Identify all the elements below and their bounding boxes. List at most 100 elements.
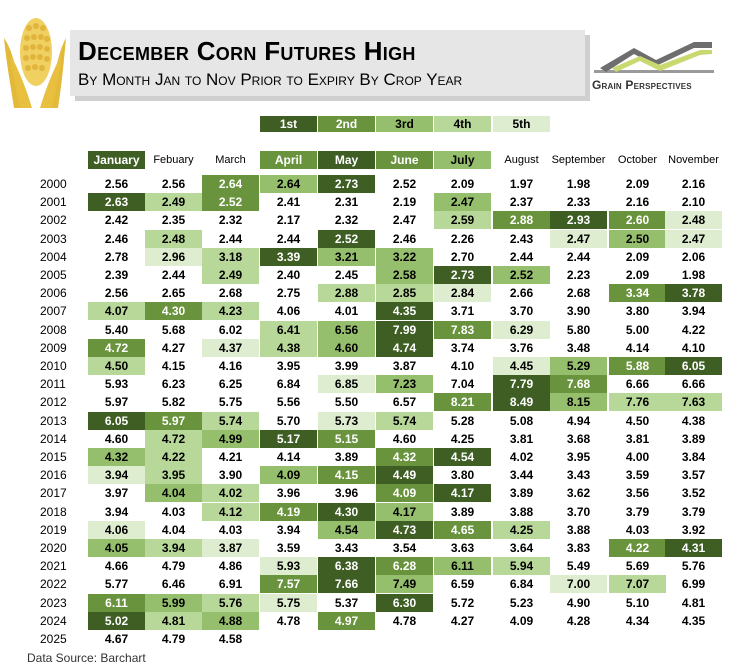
price-cell: 8.21 — [434, 393, 491, 412]
price-cell: 2.09 — [625, 177, 650, 191]
price-cell: 3.70 — [566, 504, 591, 519]
price-cell: 4.17 — [434, 484, 491, 503]
price-cell: 5.10 — [625, 595, 650, 610]
price-cell: 5.99 — [145, 593, 202, 612]
price-cell: 6.84 — [276, 377, 301, 392]
price-cell: 6.66 — [625, 377, 650, 392]
price-cell: 4.09 — [376, 484, 433, 503]
price-cell: 3.34 — [609, 284, 666, 303]
price-cell: 2.73 — [434, 266, 491, 284]
price-cell: 2.41 — [276, 195, 301, 210]
price-cell: 3.97 — [104, 486, 129, 501]
price-cell: 4.06 — [276, 304, 301, 319]
price-cell: 4.25 — [493, 520, 550, 539]
price-cell: 5.88 — [609, 357, 666, 375]
corn-logo-icon — [4, 18, 66, 108]
price-cell: 4.22 — [145, 448, 202, 466]
price-cell: 6.59 — [450, 577, 475, 592]
price-cell: 4.12 — [202, 502, 259, 521]
price-cell: 5.77 — [104, 577, 129, 592]
price-cell: 4.17 — [376, 502, 433, 521]
price-cell: 4.02 — [202, 484, 259, 503]
price-cell: 2.31 — [334, 195, 359, 210]
price-cell: 2.26 — [450, 231, 475, 246]
price-cell: 2.32 — [334, 213, 359, 228]
price-cell: 3.59 — [276, 541, 301, 555]
price-cell: 5.23 — [509, 595, 534, 610]
price-cell: 5.29 — [550, 357, 607, 375]
price-cell: 4.67 — [104, 632, 129, 646]
price-cell: 3.94 — [145, 539, 202, 557]
price-cell: 7.04 — [450, 377, 475, 392]
price-cell: 3.88 — [509, 504, 534, 519]
price-cell: 4.32 — [88, 448, 145, 466]
year-label: 2003 — [40, 231, 67, 246]
year-label: 2009 — [40, 340, 67, 355]
price-cell: 4.03 — [161, 504, 186, 519]
price-cell: 4.28 — [566, 613, 591, 628]
price-cell: 4.54 — [318, 520, 375, 539]
price-cell: 3.43 — [334, 541, 359, 555]
price-cell: 3.80 — [450, 468, 475, 483]
price-cell: 2.85 — [376, 284, 433, 303]
price-cell: 2.47 — [434, 193, 491, 212]
price-cell: 2.10 — [681, 195, 706, 210]
year-label: 2013 — [40, 413, 67, 428]
price-cell: 3.87 — [392, 359, 417, 373]
price-cell: 5.15 — [318, 429, 375, 448]
price-cell: 3.89 — [450, 504, 475, 519]
price-cell: 4.72 — [145, 429, 202, 448]
price-cell: 3.52 — [681, 486, 706, 501]
legend-rank-3: 3rd — [376, 116, 433, 132]
price-cell: 6.05 — [88, 411, 145, 430]
price-cell: 4.50 — [88, 357, 145, 375]
price-cell: 2.70 — [450, 249, 475, 264]
price-cell: 4.15 — [161, 359, 186, 373]
grain-perspectives-logo: Grain Perspectives — [590, 38, 718, 100]
chart-title: December Corn Futures High — [78, 36, 416, 66]
price-cell: 5.93 — [260, 557, 317, 576]
price-cell: 4.58 — [218, 632, 243, 646]
price-cell: 4.54 — [434, 448, 491, 466]
price-cell: 2.73 — [318, 175, 375, 193]
price-cell: 5.74 — [376, 411, 433, 430]
price-cell: 2.88 — [493, 211, 550, 230]
price-cell: 3.94 — [88, 466, 145, 485]
price-cell: 8.49 — [493, 393, 550, 412]
data-source: Data Source: Barchart — [27, 651, 146, 665]
year-label: 2012 — [40, 395, 67, 410]
price-cell: 6.05 — [665, 357, 722, 375]
price-cell: 2.42 — [104, 213, 129, 228]
month-header: July — [434, 151, 491, 169]
price-cell: 3.71 — [450, 304, 475, 319]
price-cell: 4.03 — [625, 522, 650, 537]
price-cell: 2.48 — [145, 229, 202, 248]
month-header: April — [260, 151, 317, 169]
price-cell: 6.85 — [318, 375, 375, 394]
price-cell: 3.62 — [566, 486, 591, 501]
price-cell: 7.23 — [376, 375, 433, 394]
price-cell: 4.60 — [104, 431, 129, 446]
price-cell: 7.79 — [493, 375, 550, 394]
year-label: 2025 — [40, 632, 67, 646]
price-cell: 4.45 — [493, 357, 550, 375]
price-cell: 2.33 — [566, 195, 591, 210]
price-cell: 4.03 — [218, 522, 243, 537]
price-cell: 4.05 — [88, 539, 145, 557]
price-cell: 4.04 — [145, 484, 202, 503]
price-cell: 4.27 — [450, 613, 475, 628]
price-cell: 5.97 — [104, 395, 129, 410]
year-label: 2008 — [40, 322, 67, 337]
price-cell: 2.19 — [392, 195, 417, 210]
price-cell: 7.68 — [550, 375, 607, 394]
price-cell: 4.25 — [450, 431, 475, 446]
price-cell: 5.73 — [318, 411, 375, 430]
price-cell: 1.98 — [566, 177, 591, 191]
price-cell: 6.29 — [493, 320, 550, 339]
price-cell: 4.38 — [260, 338, 317, 357]
price-cell: 2.37 — [509, 195, 534, 210]
price-cell: 2.40 — [276, 268, 301, 282]
month-header: June — [376, 151, 433, 169]
price-cell: 2.47 — [550, 229, 607, 248]
price-cell: 8.15 — [550, 393, 607, 412]
